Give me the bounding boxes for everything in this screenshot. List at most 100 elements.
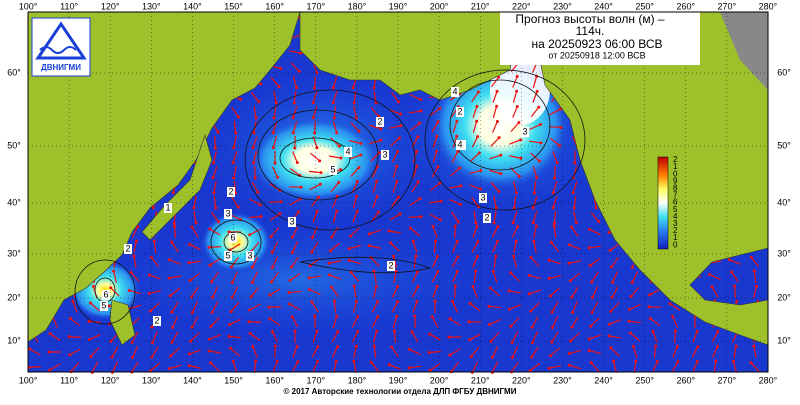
arrow-head xyxy=(370,361,373,364)
arrow-head xyxy=(591,311,594,314)
arrow-head xyxy=(532,206,535,209)
arrow-head xyxy=(333,116,336,119)
arrow-head xyxy=(311,236,314,239)
arrow-head xyxy=(609,310,612,313)
arrow-head xyxy=(493,221,496,224)
contour-label: 4 xyxy=(345,146,350,156)
lon-label-bottom: 170° xyxy=(306,375,325,385)
arrow-head xyxy=(516,105,519,108)
arrow-head xyxy=(488,305,491,308)
arrow-head xyxy=(696,360,699,363)
arrow-head xyxy=(571,311,574,314)
arrow-head xyxy=(268,294,271,297)
arrow-head xyxy=(355,300,358,303)
arrow-head xyxy=(417,180,420,183)
arrow-head xyxy=(211,296,214,299)
arrow-head xyxy=(251,281,254,284)
arrow-head xyxy=(429,369,432,372)
arrow-head xyxy=(671,315,674,318)
arrow-head xyxy=(228,335,231,338)
arrow-head xyxy=(399,113,402,116)
arrow-head xyxy=(496,120,499,123)
lon-label-top: 270° xyxy=(718,1,737,11)
arrow-shaft xyxy=(209,247,221,248)
arrow-head xyxy=(368,244,371,247)
arrow-head xyxy=(436,165,439,168)
arrow-head xyxy=(451,300,454,303)
arrow-head xyxy=(656,360,659,363)
arrow-head xyxy=(632,345,635,348)
arrow-head xyxy=(448,354,451,357)
arrow-head xyxy=(490,340,493,343)
arrow-head xyxy=(388,363,391,366)
arrow-head xyxy=(169,355,172,358)
arrow-head xyxy=(597,220,600,223)
arrow-head xyxy=(651,330,654,333)
arrow-head xyxy=(276,360,279,363)
arrow-head xyxy=(128,289,131,292)
lon-label-bottom: 100° xyxy=(19,375,38,385)
arrow-head xyxy=(553,221,556,224)
arrow-shaft xyxy=(455,226,456,238)
arrow-head xyxy=(716,345,719,348)
arrow-head xyxy=(459,184,462,187)
arrow-head xyxy=(271,266,274,269)
arrow-head xyxy=(476,255,479,258)
arrow-head xyxy=(475,105,478,108)
lon-label-top: 140° xyxy=(183,1,202,11)
arrow-head xyxy=(479,169,482,172)
arrow-head xyxy=(436,270,439,273)
arrow-head xyxy=(316,345,319,348)
contour-label: 2 xyxy=(484,212,489,222)
arrow-head xyxy=(209,361,212,364)
arrow-head xyxy=(470,355,473,358)
arrow-head xyxy=(456,240,459,243)
lon-label-top: 120° xyxy=(101,1,120,11)
arrow-head xyxy=(548,259,551,262)
arrow-head xyxy=(259,203,262,206)
arrow-shaft xyxy=(255,166,256,178)
arrow-head xyxy=(476,240,479,243)
arrow-head xyxy=(336,330,339,333)
arrow-head xyxy=(408,366,411,369)
arrow-head xyxy=(492,270,495,273)
arrow-head xyxy=(335,315,338,318)
title: на 20250923 06:00 ВСВ xyxy=(532,37,663,51)
arrow-head xyxy=(569,340,572,343)
arrow-head xyxy=(532,240,535,243)
arrow-head xyxy=(270,280,273,283)
contour-label: 2 xyxy=(228,186,233,196)
arrow-head xyxy=(676,345,679,348)
arrow-head xyxy=(530,356,533,359)
arrow-head xyxy=(388,230,391,233)
arrow-head xyxy=(396,150,399,153)
arrow-head xyxy=(229,347,232,350)
arrow-head xyxy=(355,195,358,198)
arrow-head xyxy=(476,225,479,228)
arrow-head xyxy=(518,175,521,178)
lon-label-top: 180° xyxy=(348,1,367,11)
contour-label: 4 xyxy=(452,86,457,96)
arrow-head xyxy=(396,300,399,303)
arrow-head xyxy=(549,354,552,357)
arrow-head xyxy=(516,225,519,228)
arrow-head xyxy=(569,279,572,282)
arrow-shaft xyxy=(455,286,456,298)
contour-label: 2 xyxy=(388,260,393,270)
arrow-head xyxy=(419,110,422,113)
arrow-head xyxy=(570,326,573,329)
title: 114ч. xyxy=(576,24,605,38)
arrow-head xyxy=(135,240,138,243)
arrow-head xyxy=(237,115,240,118)
arrow-head xyxy=(288,303,291,306)
arrow-head xyxy=(409,227,412,230)
lon-label-bottom: 130° xyxy=(142,375,161,385)
arrow-head xyxy=(608,231,611,234)
arrow-head xyxy=(279,212,282,215)
arrow-head xyxy=(732,360,735,363)
contour-label: 3 xyxy=(480,192,485,202)
arrow-head xyxy=(308,276,311,279)
arrow-head xyxy=(696,345,699,348)
arrow-head xyxy=(239,98,242,101)
lon-label-bottom: 250° xyxy=(635,375,654,385)
